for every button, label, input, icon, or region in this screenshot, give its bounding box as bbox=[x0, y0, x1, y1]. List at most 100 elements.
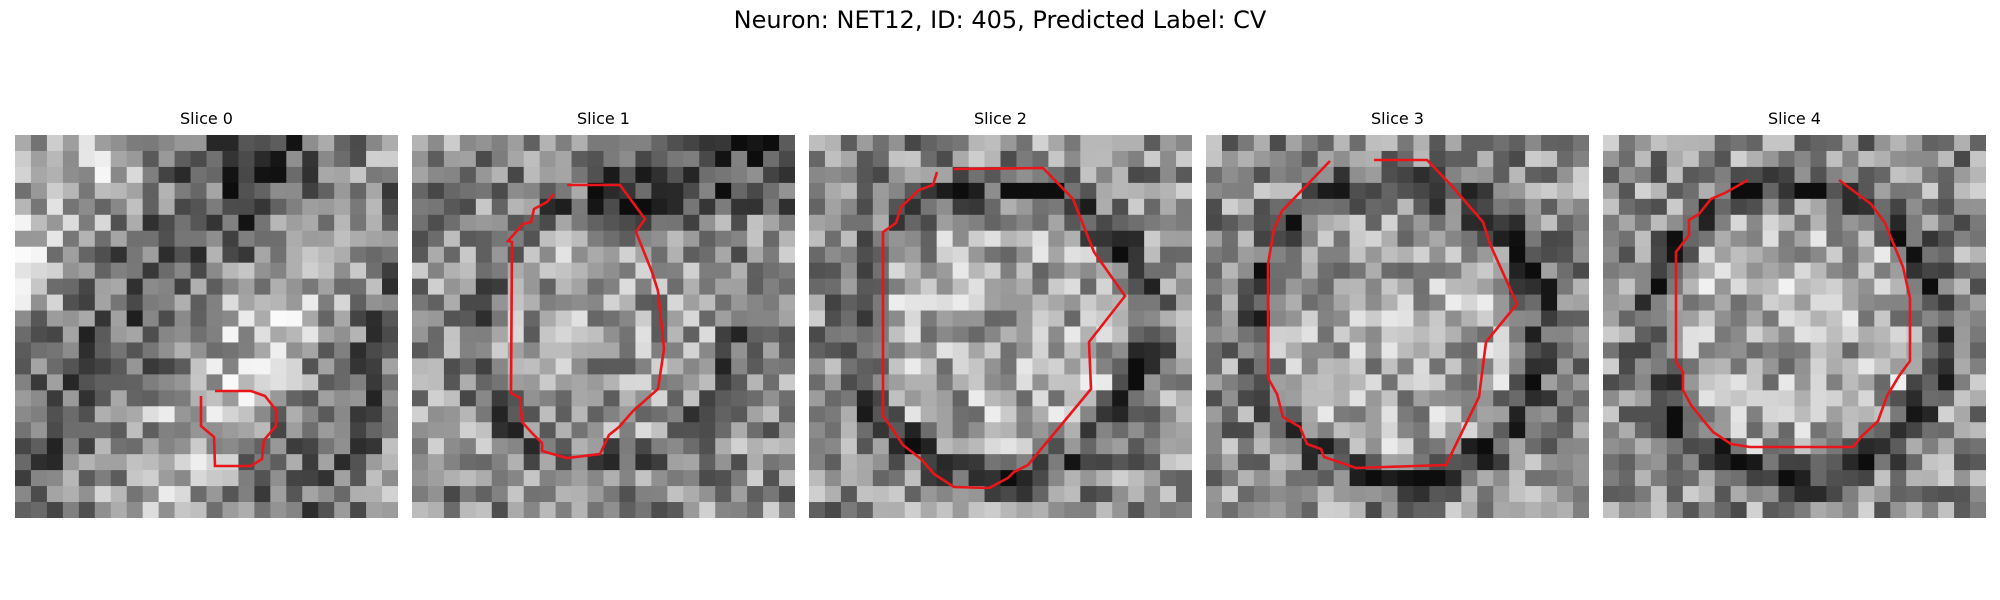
pixel bbox=[619, 342, 637, 360]
pixel bbox=[1016, 230, 1034, 248]
pixel bbox=[1778, 454, 1796, 471]
pixel bbox=[1682, 182, 1700, 200]
pixel bbox=[1970, 135, 1986, 152]
pixel bbox=[110, 310, 128, 328]
pixel bbox=[1144, 454, 1161, 471]
pixel bbox=[1365, 150, 1383, 168]
pixel bbox=[683, 150, 700, 168]
pixel bbox=[1221, 294, 1239, 312]
pixel bbox=[1650, 150, 1668, 168]
pixel bbox=[1176, 422, 1192, 439]
pixel bbox=[459, 294, 477, 312]
pixel bbox=[1541, 390, 1558, 407]
pixel bbox=[683, 342, 700, 360]
pixel bbox=[382, 166, 398, 184]
pixel bbox=[1317, 438, 1335, 455]
pixel bbox=[952, 294, 970, 312]
pixel bbox=[1176, 454, 1192, 471]
pixel bbox=[1064, 166, 1081, 184]
pixel bbox=[126, 135, 144, 152]
pixel bbox=[46, 326, 64, 344]
pixel bbox=[1618, 166, 1636, 184]
pixel bbox=[523, 262, 541, 280]
pixel bbox=[1000, 166, 1018, 184]
pixel bbox=[1682, 310, 1700, 328]
pixel bbox=[968, 310, 986, 328]
pixel bbox=[1714, 294, 1732, 312]
pixel bbox=[555, 198, 573, 216]
pixel bbox=[856, 470, 874, 487]
pixel bbox=[302, 502, 319, 518]
pixel bbox=[1253, 374, 1271, 391]
pixel bbox=[1064, 326, 1081, 344]
pixel bbox=[715, 454, 732, 471]
pixel bbox=[824, 422, 842, 439]
pixel bbox=[334, 326, 351, 344]
pixel bbox=[1938, 182, 1955, 200]
pixel bbox=[78, 182, 96, 200]
pixel bbox=[523, 310, 541, 328]
pixel bbox=[1333, 310, 1351, 328]
pixel bbox=[1112, 214, 1129, 232]
pixel bbox=[1541, 294, 1558, 312]
pixel bbox=[1762, 214, 1780, 232]
pixel bbox=[1778, 326, 1796, 344]
pixel bbox=[539, 246, 557, 264]
pixel bbox=[158, 278, 176, 296]
pixel bbox=[30, 166, 48, 184]
pixel bbox=[1477, 502, 1494, 518]
pixel bbox=[1397, 310, 1415, 328]
pixel bbox=[1413, 182, 1431, 200]
pixel bbox=[1890, 486, 1907, 503]
pixel bbox=[1253, 246, 1271, 264]
pixel bbox=[46, 470, 64, 487]
pixel bbox=[1461, 262, 1478, 280]
pixel bbox=[1176, 214, 1192, 232]
pixel bbox=[523, 358, 541, 375]
pixel bbox=[318, 246, 335, 264]
slice-image-svg bbox=[412, 135, 795, 518]
pixel bbox=[1176, 182, 1192, 200]
pixel bbox=[936, 406, 954, 423]
pixel bbox=[412, 438, 429, 455]
pixel bbox=[1954, 230, 1971, 248]
pixel bbox=[1397, 246, 1415, 264]
pixel bbox=[699, 342, 716, 360]
pixel bbox=[46, 310, 64, 328]
pixel bbox=[1746, 230, 1764, 248]
pixel bbox=[1253, 198, 1271, 216]
pixel bbox=[1128, 150, 1145, 168]
pixel bbox=[667, 486, 684, 503]
pixel bbox=[459, 342, 477, 360]
pixel bbox=[904, 486, 922, 503]
pixel bbox=[459, 502, 477, 518]
pixel bbox=[651, 358, 668, 375]
pixel bbox=[1938, 262, 1955, 280]
pixel bbox=[366, 278, 383, 296]
pixel bbox=[1714, 326, 1732, 344]
pixel bbox=[1842, 150, 1859, 168]
pixel bbox=[78, 454, 96, 471]
pixel bbox=[1221, 326, 1239, 344]
pixel bbox=[779, 502, 795, 518]
pixel bbox=[1206, 246, 1223, 264]
pixel bbox=[1890, 406, 1907, 423]
pixel bbox=[1365, 230, 1383, 248]
pixel bbox=[1333, 342, 1351, 360]
pixel bbox=[459, 310, 477, 328]
pixel bbox=[952, 438, 970, 455]
pixel bbox=[443, 470, 461, 487]
pixel bbox=[779, 390, 795, 407]
pixel bbox=[747, 470, 764, 487]
pixel bbox=[1573, 135, 1589, 152]
pixel bbox=[1016, 406, 1034, 423]
pixel bbox=[174, 406, 192, 423]
pixel bbox=[1954, 470, 1971, 487]
pixel bbox=[984, 135, 1002, 152]
pixel bbox=[888, 198, 906, 216]
pixel bbox=[1221, 422, 1239, 439]
pixel bbox=[1682, 150, 1700, 168]
pixel bbox=[238, 214, 255, 232]
pixel bbox=[635, 326, 652, 344]
pixel bbox=[427, 294, 445, 312]
